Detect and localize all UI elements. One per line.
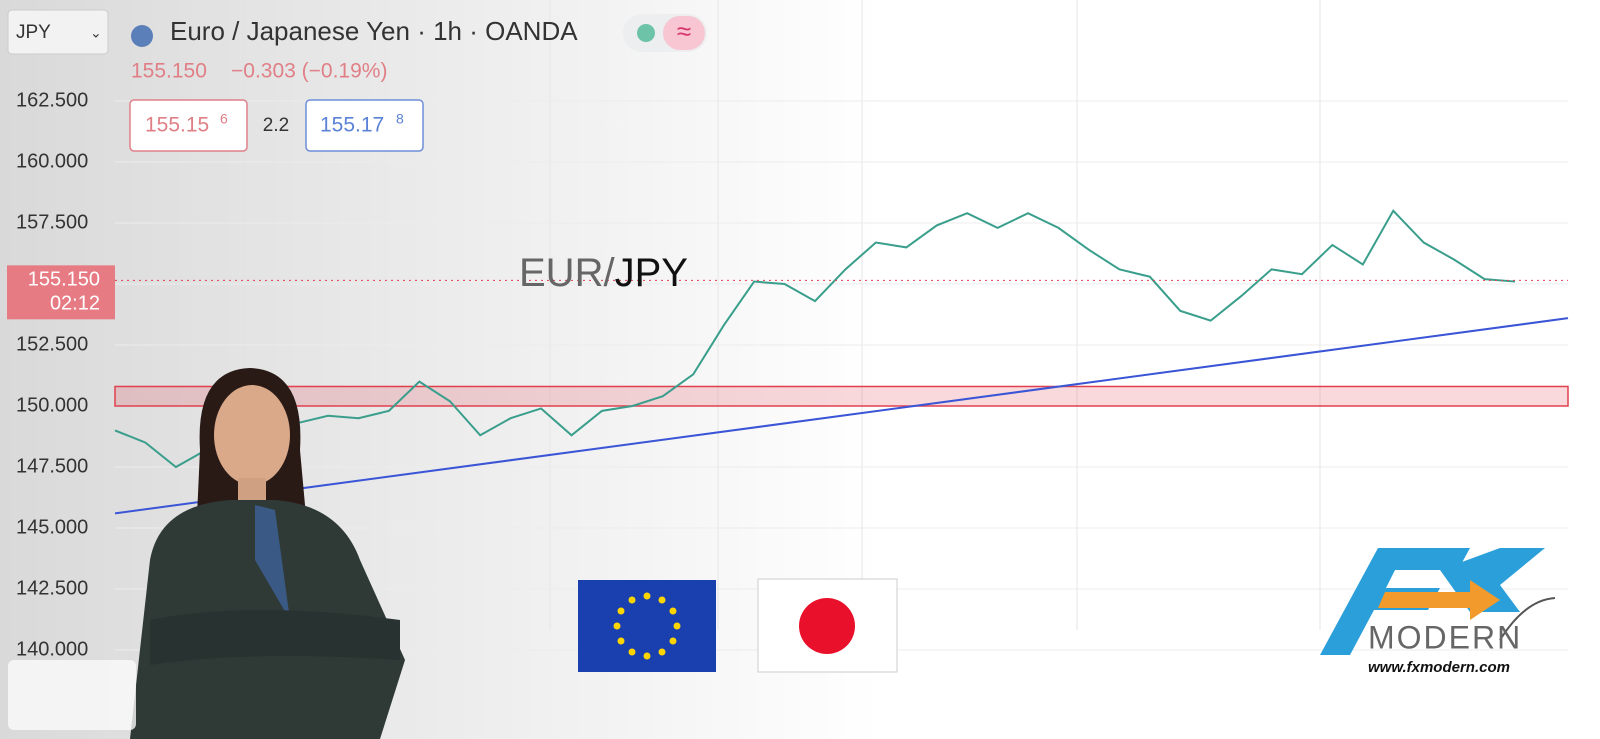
y-tick-label: 157.500 (16, 211, 88, 233)
y-tick-label: 147.500 (16, 455, 88, 477)
logo-word: MODERN (1368, 619, 1522, 655)
star (673, 622, 681, 630)
star (617, 637, 625, 645)
market-status (637, 24, 655, 42)
bar-countdown: 02:12 (50, 293, 100, 315)
star (643, 592, 651, 600)
pair-overlay: EUR/JPY (519, 251, 688, 295)
bid-pip: 6 (220, 111, 228, 127)
symbol-icon (131, 25, 153, 47)
last-price-tag (7, 265, 115, 320)
y-tick-label: 162.500 (16, 89, 88, 111)
panel-corner (8, 660, 136, 730)
plot: 162.500160.000157.500155.000152.500150.0… (7, 89, 1569, 660)
logo-url: www.fxmodern.com (1368, 659, 1510, 676)
eu-flag (578, 580, 716, 672)
symbol: JPY (16, 22, 51, 43)
ask-price: 155.17 (320, 114, 384, 137)
japan-flag (757, 578, 898, 673)
chart-title: Euro / Japanese Yen · 1h · OANDA (170, 16, 578, 46)
indicator-icon: ≈ (677, 16, 691, 46)
last-price-label: 155.150 (28, 269, 100, 291)
y-tick-label: 140.000 (16, 638, 88, 660)
pair-base: EUR/ (519, 251, 615, 295)
last-price: 155.150 (131, 60, 207, 83)
bid-price: 155.15 (145, 114, 209, 137)
y-tick-label: 142.500 (16, 577, 88, 599)
star (628, 648, 636, 656)
spread: 2.2 (263, 115, 289, 136)
buy-button[interactable] (305, 99, 424, 152)
star (658, 648, 666, 656)
dropdown-caret: ⌄ (90, 25, 102, 41)
star (628, 596, 636, 604)
ask-pip: 8 (396, 111, 404, 127)
symbol-select[interactable] (7, 9, 109, 55)
star (617, 607, 625, 615)
sell-button[interactable] (129, 99, 248, 152)
star (669, 607, 677, 615)
trend-line (114, 317, 1569, 515)
price-line (114, 209, 1516, 469)
star (658, 596, 666, 604)
fx-logo (1320, 548, 1556, 655)
y-tick-label: 150.000 (16, 394, 88, 416)
indicator-toggle[interactable] (663, 16, 705, 50)
y-tick-label: 145.000 (16, 516, 88, 538)
presenter-photo (130, 368, 405, 739)
star (643, 652, 651, 660)
price-change: −0.303 (−0.19%) (231, 60, 387, 83)
pair-quote: JPY (615, 251, 688, 295)
resistance-zone (114, 385, 1569, 407)
y-tick-label: 160.000 (16, 150, 88, 172)
star (669, 637, 677, 645)
star (613, 622, 621, 630)
y-tick-label: 152.500 (16, 333, 88, 355)
